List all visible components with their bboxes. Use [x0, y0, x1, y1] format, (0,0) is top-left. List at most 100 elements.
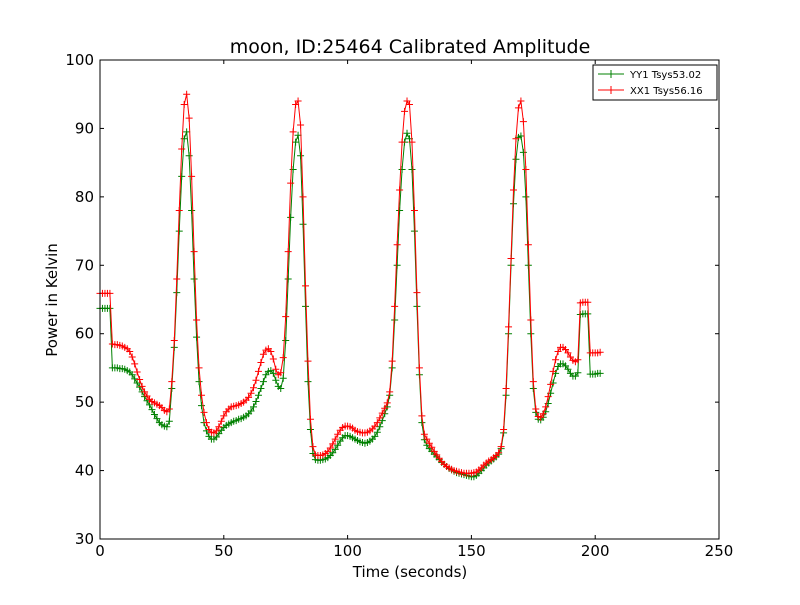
data-point	[245, 393, 253, 401]
legend-box	[592, 64, 718, 101]
data-point	[376, 423, 384, 431]
data-point	[254, 367, 262, 375]
data-point	[532, 405, 540, 413]
data-point	[269, 355, 277, 363]
legend: YY1 Tsys53.02 XX1 Tsys56.16	[592, 64, 718, 101]
data-point	[410, 227, 418, 235]
data-point	[418, 412, 426, 420]
data-point	[289, 128, 297, 136]
data-point	[381, 404, 389, 412]
data-point	[277, 369, 285, 377]
data-point	[175, 207, 183, 215]
data-point	[517, 97, 525, 105]
data-point	[524, 261, 532, 269]
data-point	[131, 375, 139, 383]
data-point	[542, 403, 550, 411]
data-point	[393, 241, 401, 249]
data-point	[415, 364, 423, 372]
data-point	[500, 426, 508, 434]
x-tick-label: 100	[333, 542, 362, 560]
data-point	[514, 104, 522, 112]
data-point	[524, 241, 532, 249]
data-point	[517, 132, 525, 140]
data-point	[299, 220, 307, 228]
data-point	[178, 172, 186, 180]
data-point	[420, 430, 428, 438]
y-tick-label: 70	[75, 256, 94, 274]
data-point	[522, 165, 530, 173]
data-point	[331, 435, 339, 443]
data-point	[552, 356, 560, 364]
data-point	[564, 365, 572, 373]
data-point	[302, 302, 310, 310]
data-point	[512, 155, 520, 163]
data-point	[386, 388, 394, 396]
data-point	[185, 152, 193, 160]
data-point	[202, 419, 210, 427]
data-point	[505, 323, 513, 331]
data-point	[257, 384, 265, 392]
data-point	[195, 378, 203, 386]
data-point	[522, 193, 530, 201]
data-point	[138, 382, 146, 390]
data-point	[165, 405, 173, 413]
data-point	[131, 360, 139, 368]
data-point	[165, 417, 173, 425]
data-point	[302, 282, 310, 290]
data-point	[406, 100, 413, 108]
data-point	[259, 378, 267, 386]
data-point	[180, 100, 188, 108]
data-point	[497, 443, 505, 451]
data-point	[284, 275, 292, 283]
data-point	[502, 384, 510, 392]
x-tick-label: 150	[457, 542, 486, 560]
data-point	[309, 443, 317, 451]
data-point	[178, 145, 186, 153]
data-point	[279, 374, 287, 382]
y-tick-label: 30	[75, 530, 94, 548]
y-tick-label: 80	[75, 188, 94, 206]
data-point	[334, 430, 342, 438]
data-point	[163, 423, 171, 431]
data-point	[425, 439, 433, 447]
axes-frame	[99, 59, 720, 540]
data-point	[547, 380, 555, 388]
data-point	[512, 135, 520, 143]
data-point	[519, 118, 527, 126]
data-point	[299, 193, 307, 201]
data-point	[247, 407, 255, 415]
data-point	[254, 391, 262, 399]
data-point	[259, 350, 267, 358]
data-point	[403, 129, 411, 137]
data-point	[509, 186, 517, 194]
data-point	[277, 384, 285, 392]
data-point	[596, 348, 604, 356]
x-tick-label: 0	[95, 542, 105, 560]
data-point	[257, 358, 265, 366]
data-point	[185, 114, 193, 122]
data-point	[126, 348, 134, 356]
data-point	[287, 213, 295, 221]
data-point	[136, 376, 144, 384]
data-point	[306, 415, 314, 423]
data-point	[150, 410, 158, 418]
data-point	[195, 364, 203, 372]
data-point	[544, 393, 552, 401]
data-point	[247, 389, 255, 397]
data-point	[539, 410, 547, 418]
data-point	[252, 376, 260, 384]
data-point	[371, 432, 379, 440]
data-point	[495, 449, 503, 457]
data-point	[292, 138, 300, 146]
data-point	[554, 348, 562, 356]
data-point	[507, 254, 515, 262]
data-point	[428, 443, 436, 451]
data-point	[212, 427, 220, 435]
data-point	[128, 353, 136, 361]
data-point	[269, 369, 277, 377]
data-point	[529, 378, 537, 386]
x-axis-label: Time (seconds)	[352, 563, 468, 581]
data-point	[272, 365, 280, 373]
data-point	[584, 298, 592, 306]
